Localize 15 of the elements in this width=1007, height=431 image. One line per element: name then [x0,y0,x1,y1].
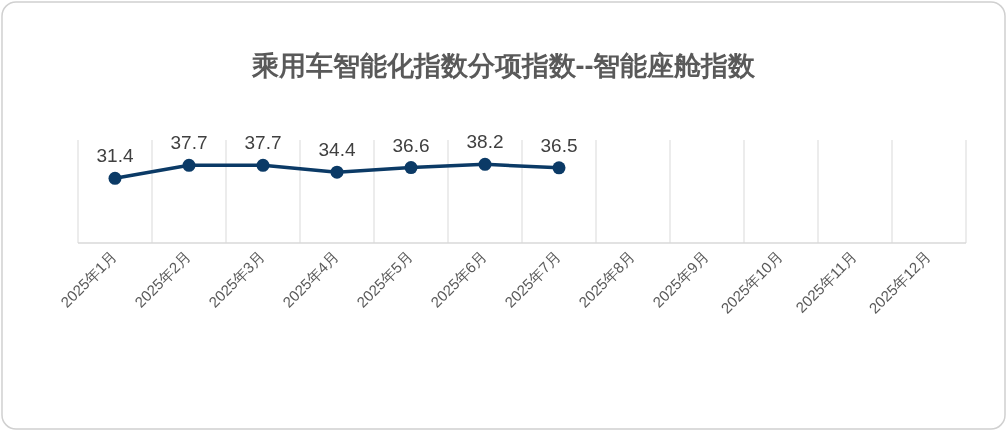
point [404,161,418,175]
data-label: 36.6 [392,134,430,156]
point [552,161,566,175]
point [182,158,196,172]
point [108,171,122,185]
point [256,158,270,172]
data-label: 38.2 [466,131,504,153]
point [478,157,492,171]
data-label: 37.7 [170,132,208,154]
data-label: 36.5 [540,134,578,156]
data-label: 37.7 [244,132,282,154]
point [330,165,344,179]
data-label: 34.4 [318,139,356,161]
chart-title: 乘用车智能化指数分项指数--智能座舱指数 [250,51,757,81]
data-label: 31.4 [96,145,134,167]
